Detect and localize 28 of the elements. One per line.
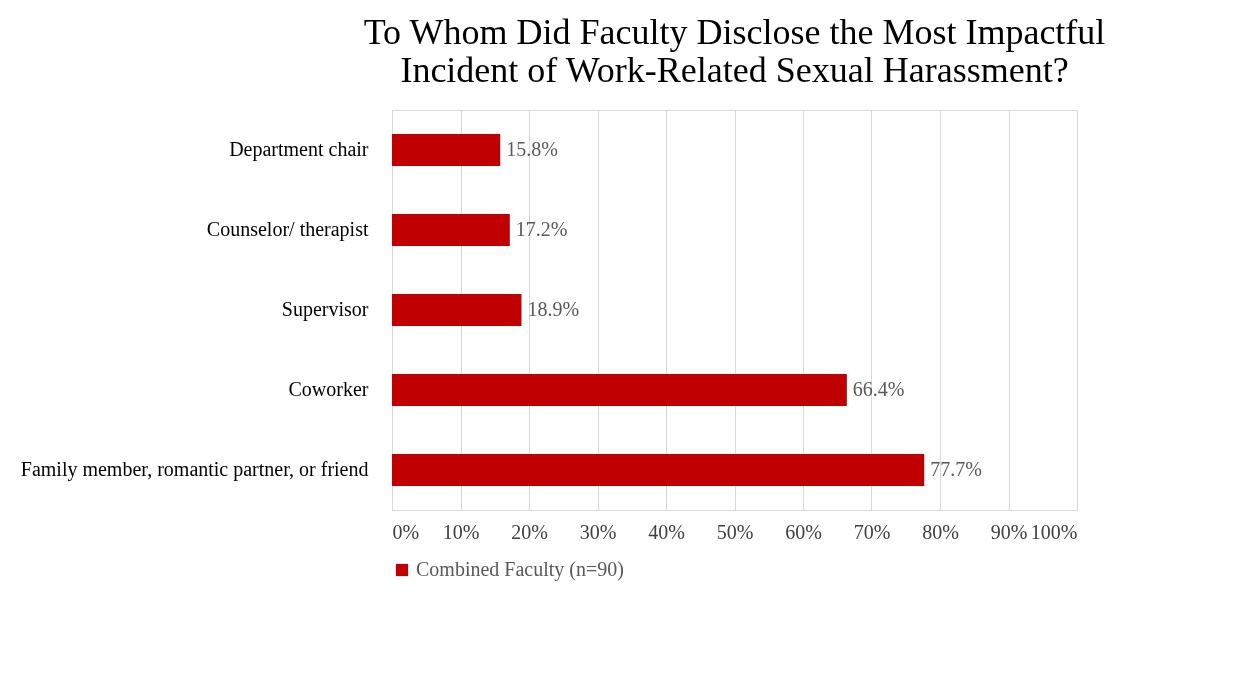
y-tick-label: Department chair (229, 138, 369, 161)
x-tick-label: 70% (853, 520, 891, 543)
bar (392, 294, 522, 326)
x-tick-label: 60% (785, 520, 822, 543)
data-label: 15.8% (506, 138, 558, 160)
y-tick-label: Supervisor (281, 298, 369, 321)
x-tick-label: 30% (579, 520, 617, 543)
bar (392, 134, 501, 166)
x-tick-label: 40% (648, 520, 685, 543)
data-label: 18.9% (527, 298, 580, 320)
x-tick-label: 0% (392, 520, 420, 543)
y-tick-label: Coworker (288, 378, 369, 400)
x-tick-label: 20% (511, 520, 548, 543)
chart-title: To Whom Did Faculty Disclose the Most Impactful Incident of Work-Related Sexual Harassment? (363, 12, 1106, 90)
x-tick-label: 80% (922, 520, 959, 543)
x-tick-label: 10% (442, 520, 480, 543)
y-tick-label: Family member, romantic partner, or friend (20, 458, 369, 481)
data-label: 77.7% (930, 458, 982, 480)
bar (392, 454, 925, 486)
legend-label: Combined Faculty (n=90) (416, 558, 624, 581)
y-tick-label: Counselor/ therapist (206, 218, 369, 241)
x-tick-label: 90% (990, 520, 1028, 543)
bar (392, 214, 510, 246)
bar (392, 374, 847, 406)
x-tick-label: 100% (1030, 520, 1078, 543)
data-label: 66.4% (852, 378, 905, 400)
data-label: 17.2% (515, 218, 568, 240)
x-tick-label: 50% (716, 520, 754, 543)
